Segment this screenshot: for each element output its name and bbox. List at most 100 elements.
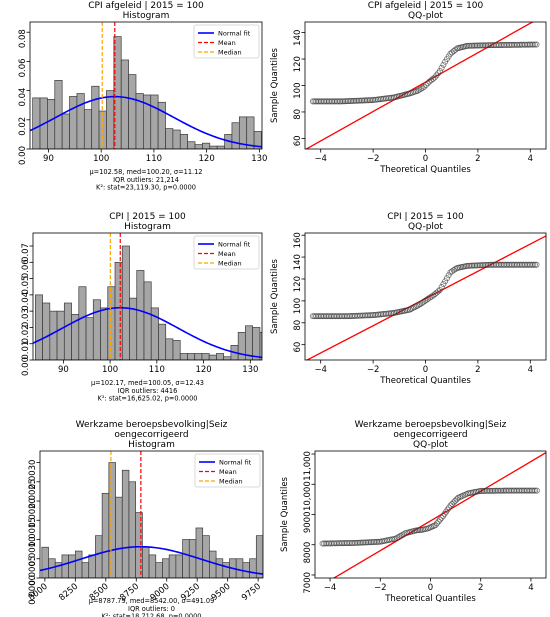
histogram-bar — [41, 546, 49, 578]
histogram-bar — [172, 340, 181, 360]
histogram-bar — [195, 527, 204, 578]
chart-title-line: QQ-plot — [408, 222, 443, 232]
histogram-bar — [88, 554, 96, 578]
y-tick-label: 140 — [293, 254, 303, 270]
reference-line — [332, 452, 546, 578]
x-tick-label: 2 — [475, 365, 480, 375]
qq-point — [338, 98, 345, 105]
qq-point — [371, 539, 377, 545]
chart-title-line: Histogram — [123, 11, 170, 21]
x-tick-label: 110 — [149, 365, 165, 375]
stats-line: K²: stat=18,712.68, p=0.0000 — [102, 613, 202, 617]
y-tick-label: 11,000 — [303, 451, 313, 481]
qq-point — [317, 98, 324, 105]
qq-point — [440, 281, 447, 288]
x-tick-label: −4 — [324, 583, 337, 593]
qq-point — [450, 48, 457, 55]
histogram-bar — [142, 546, 150, 578]
qq-point — [467, 42, 474, 49]
y-tick-label: 7000 — [303, 572, 313, 594]
qq-point — [416, 86, 423, 93]
qq-point — [374, 538, 381, 545]
x-tick-label: 8250 — [57, 582, 80, 604]
qq-point — [452, 497, 459, 504]
y-tick-label: 0.06 — [18, 58, 28, 77]
x-tick-label: 4 — [528, 365, 533, 375]
histogram-bar — [267, 350, 274, 360]
qq-point — [417, 85, 424, 92]
qq-point — [354, 97, 361, 104]
qq-point — [343, 98, 350, 105]
histogram-bar — [121, 245, 130, 360]
y-tick-label: 100 — [293, 83, 303, 99]
histogram-bar — [222, 562, 230, 578]
axes-frame — [314, 450, 547, 579]
histogram-bar — [56, 310, 65, 360]
histogram-bar — [34, 294, 43, 360]
x-tick-label: 4 — [528, 583, 533, 593]
x-tick-label: 9750 — [240, 582, 263, 604]
qq-point — [429, 75, 436, 82]
histogram-bar — [95, 535, 103, 578]
legend-label: Normal fit — [218, 241, 251, 249]
chart-title-line: CPI afgeleid | 2015 = 100 — [368, 1, 484, 11]
histogram-bar — [69, 96, 78, 149]
qq-point — [438, 64, 445, 71]
histogram-bar — [209, 145, 218, 149]
histogram-bar — [47, 99, 56, 149]
histogram-bar — [114, 261, 123, 360]
histogram-bar — [115, 496, 123, 578]
qq-point — [363, 97, 370, 104]
qq-point — [447, 269, 454, 276]
qq-point — [447, 502, 454, 509]
qq-point — [414, 87, 421, 94]
histogram-bar — [216, 145, 225, 149]
qq-point — [501, 487, 508, 494]
qq-point — [486, 42, 493, 49]
qq-point — [365, 97, 372, 104]
chart-6-qq: Werkzame beroepsbevolking|Seizoengecorri… — [280, 420, 547, 604]
histogram-bar — [85, 317, 94, 360]
y-tick-label: 0.07 — [21, 243, 31, 262]
qq-point — [480, 262, 487, 269]
qq-point — [445, 272, 452, 279]
qq-point — [438, 284, 445, 290]
histogram-bar — [188, 539, 197, 578]
qq-point — [435, 288, 442, 295]
legend-label: Mean — [219, 468, 237, 476]
qq-point — [372, 538, 379, 545]
qq-point — [309, 98, 316, 105]
qq-point — [367, 97, 373, 104]
qq-point — [442, 278, 449, 285]
qq-point — [316, 98, 323, 105]
qq-point — [327, 98, 334, 105]
histogram-bar — [215, 558, 224, 578]
qq-point — [409, 305, 416, 312]
qq-point — [484, 42, 491, 49]
y-tick-label: 140 — [293, 30, 303, 46]
histogram-bar — [209, 550, 217, 578]
x-tick-label: 2 — [475, 154, 480, 164]
x-tick-label: 90 — [58, 365, 69, 375]
y-tick-label: 120 — [293, 56, 303, 72]
histogram-bar — [78, 286, 87, 360]
qq-point — [487, 487, 494, 494]
y-tick-label: 0.08 — [18, 29, 28, 48]
histogram-bar — [175, 554, 183, 578]
qq-point — [353, 539, 360, 546]
y-tick-label: 0.02 — [18, 117, 28, 136]
histogram-bar — [237, 331, 246, 360]
qq-point — [359, 97, 366, 104]
stats-line: IQR outliers: 4416 — [118, 387, 178, 395]
histogram-bar — [49, 310, 58, 360]
qq-point — [469, 262, 476, 269]
y-tick-label: 0.0005 — [28, 556, 38, 586]
histogram-bar — [32, 97, 41, 149]
histogram-bar — [201, 353, 210, 360]
y-tick-label: 10,000 — [303, 481, 313, 511]
qq-point — [357, 97, 364, 104]
